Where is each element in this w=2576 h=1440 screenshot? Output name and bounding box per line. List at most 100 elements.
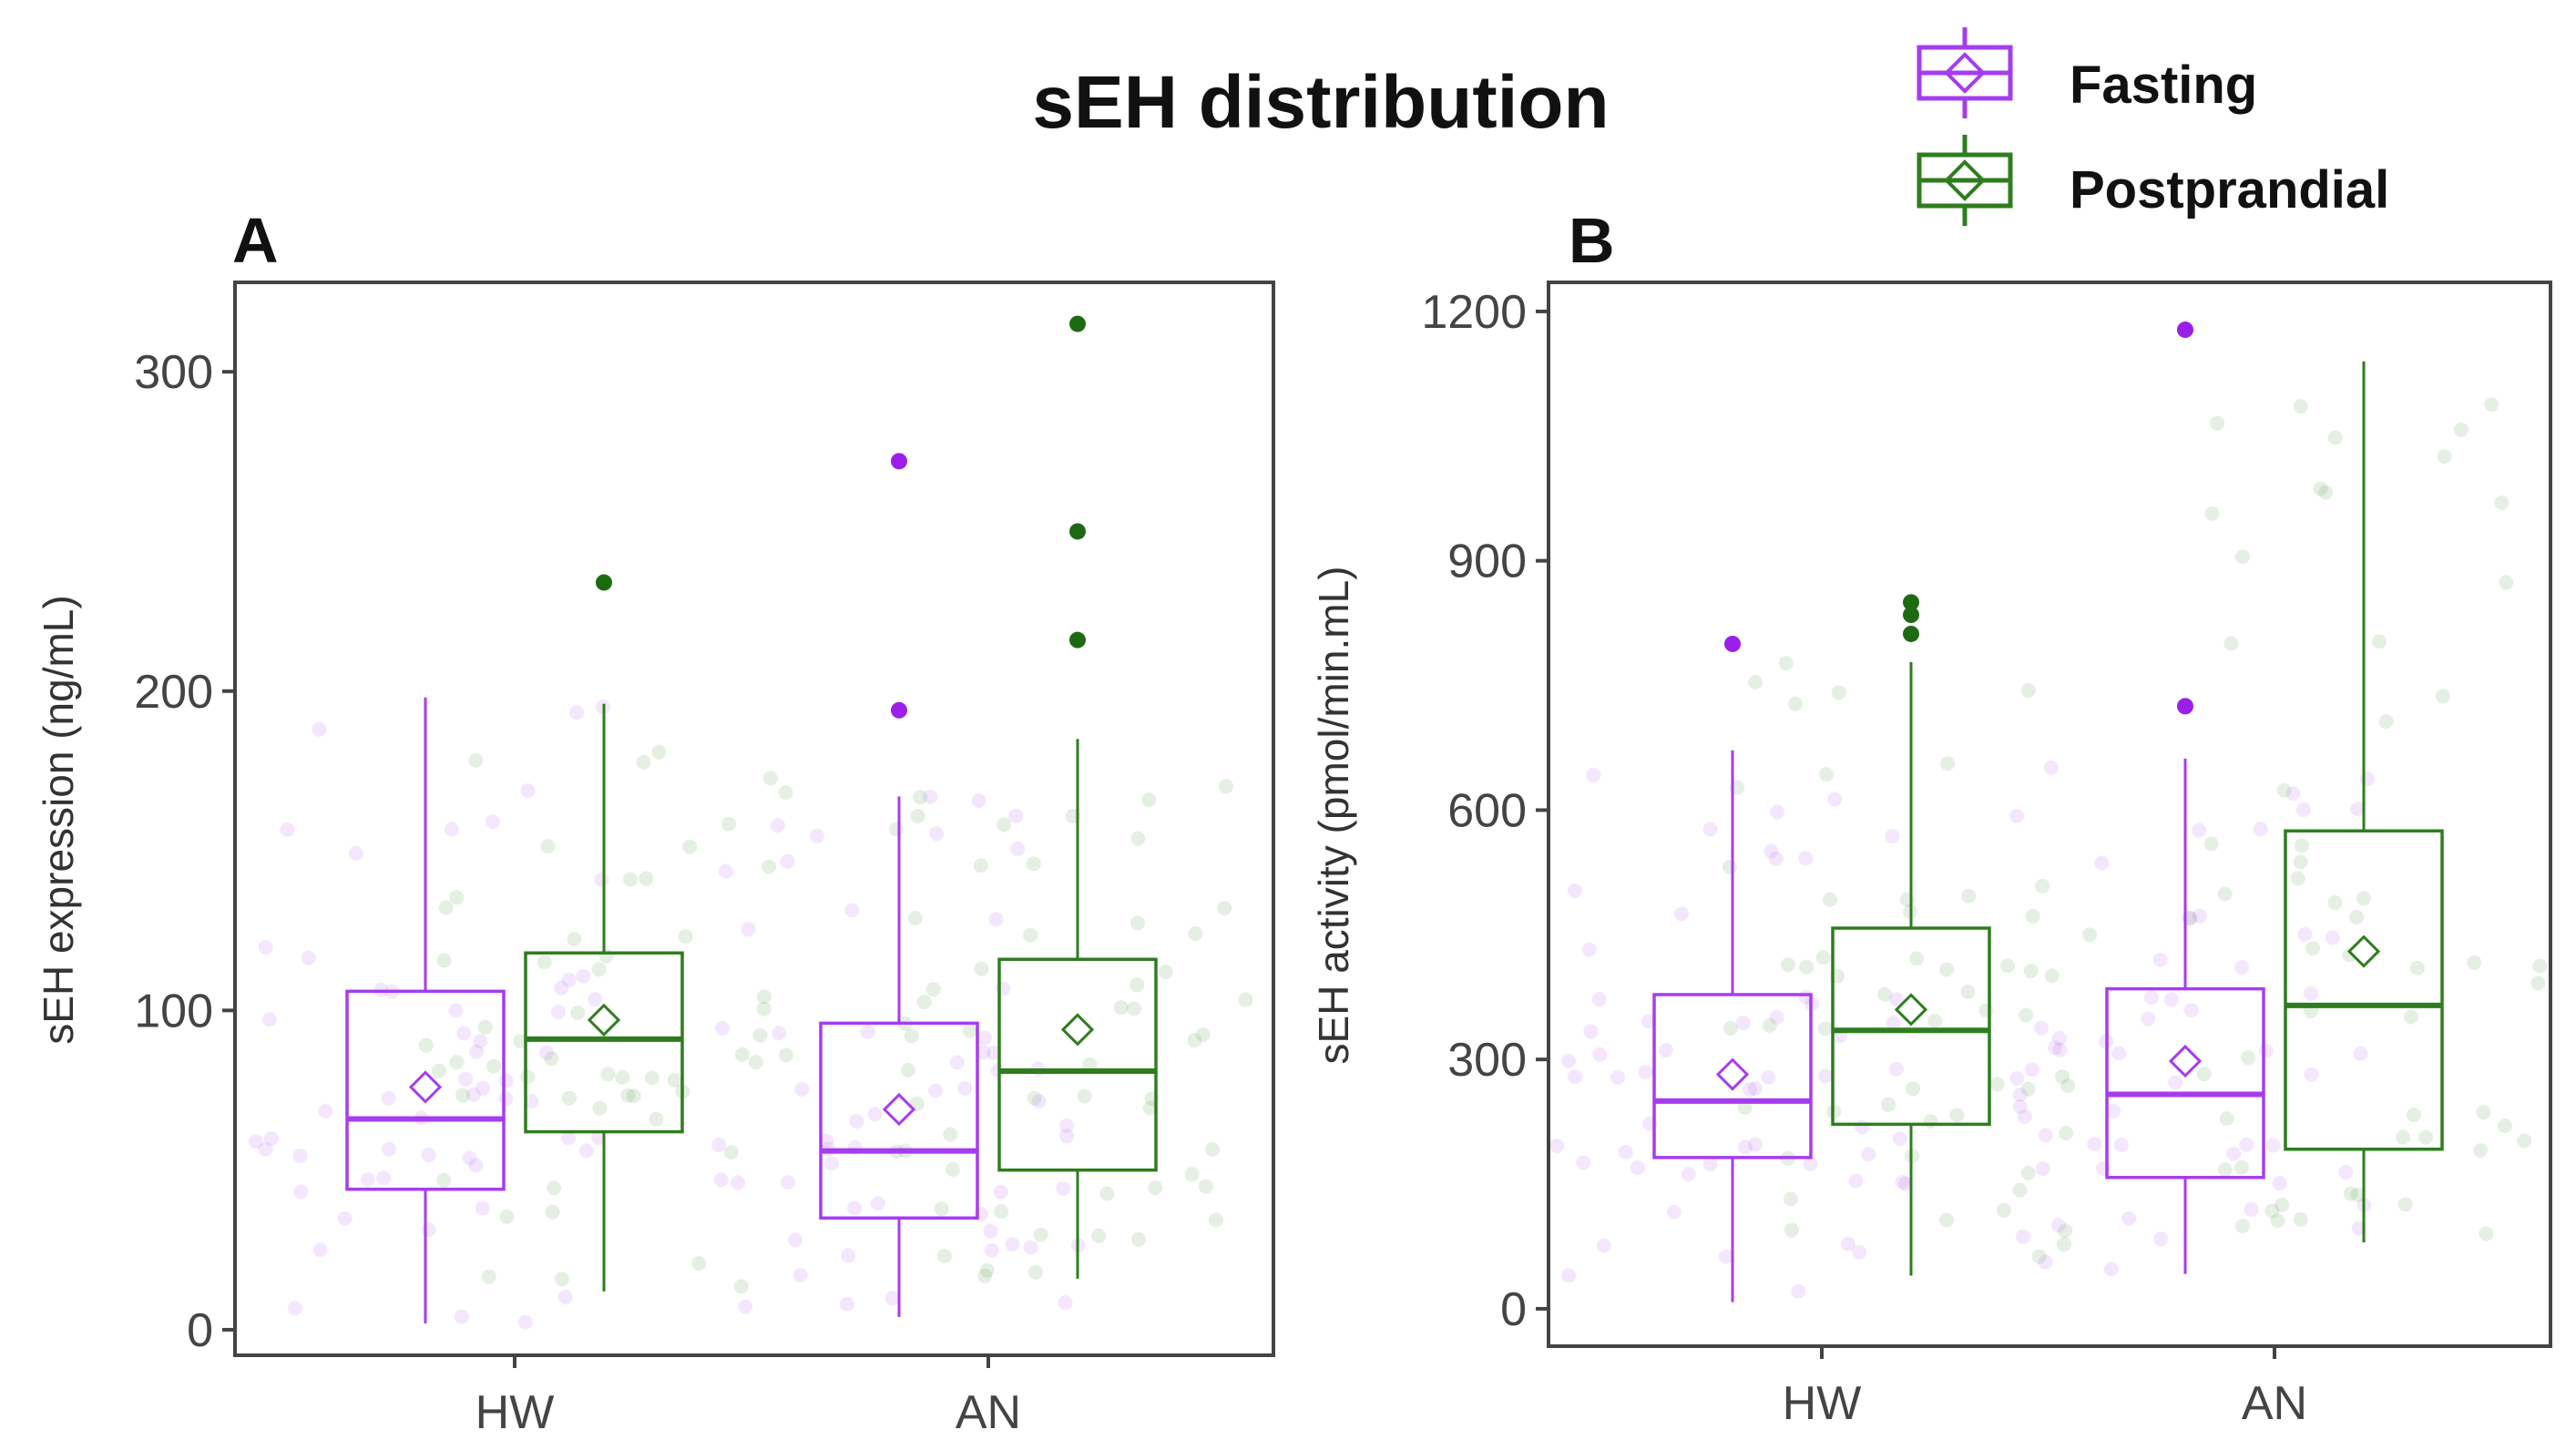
box-postprandial-hw <box>524 574 684 1292</box>
outlier-point <box>1903 594 1919 611</box>
jitter-point <box>2494 495 2510 510</box>
jitter-points <box>248 700 1253 1330</box>
jitter-point <box>1592 1047 1608 1062</box>
jitter-point <box>1960 984 1976 999</box>
y-tick-label: 0 <box>1500 1283 1527 1336</box>
jitter-point <box>2035 1161 2050 1177</box>
jitter-point <box>983 1223 998 1239</box>
jitter-point <box>973 858 988 873</box>
jitter-point <box>2274 1198 2290 1213</box>
jitter-point <box>2454 422 2469 437</box>
jitter-point <box>2338 1165 2354 1180</box>
jitter-point <box>649 1111 664 1127</box>
jitter-point <box>2532 958 2548 974</box>
jitter-point <box>1586 767 1601 782</box>
jitter-point <box>2356 891 2371 906</box>
jitter-point <box>779 1047 793 1063</box>
jitter-point <box>1827 791 1843 807</box>
jitter-point <box>2350 1187 2366 1202</box>
jitter-point <box>1130 915 1145 931</box>
jitter-point <box>2295 838 2309 853</box>
jitter-point <box>421 1222 436 1238</box>
jitter-point <box>1658 1043 1673 1058</box>
jitter-point <box>976 1045 991 1060</box>
jitter-point <box>1568 1069 1582 1085</box>
jitter-point <box>1581 942 1597 957</box>
plot-area-a: 0 100 200 300 HW AN <box>134 281 1275 1439</box>
jitter-point <box>945 1161 960 1177</box>
jitter-point <box>923 790 938 804</box>
jitter-point <box>557 1290 573 1305</box>
mean-diamond <box>2168 1044 2203 1078</box>
panel-letter-b: B <box>1569 205 1615 276</box>
jitter-point <box>1567 883 1582 898</box>
jitter-point <box>844 903 860 918</box>
jitter-point <box>2270 1213 2285 1229</box>
jitter-point <box>1618 1144 1633 1159</box>
jitter-point <box>651 744 667 760</box>
jitter-point <box>312 721 327 737</box>
jitter-point <box>2313 481 2328 496</box>
jitter-point <box>2296 802 2311 817</box>
jitter-point <box>1059 1118 1074 1133</box>
jitter-point <box>2164 992 2179 1007</box>
jitter-point <box>762 859 777 874</box>
jitter-point <box>2017 1109 2032 1124</box>
jitter-point <box>1031 1094 1047 1108</box>
jitter-point <box>2226 1146 2242 1161</box>
jitter-point <box>925 982 941 997</box>
jitter-point <box>1763 843 1779 859</box>
y-tick-label: 300 <box>134 346 213 399</box>
jitter-point <box>2293 854 2308 870</box>
jitter-point <box>780 853 795 869</box>
jitter-point <box>626 1088 641 1104</box>
jitter-point <box>957 1081 973 1097</box>
jitter-point <box>287 1301 302 1316</box>
jitter-point <box>2234 960 2250 975</box>
box-postprandial-hw <box>1831 594 1991 1276</box>
jitter-point <box>2000 958 2016 974</box>
jitter-point <box>2121 1210 2137 1226</box>
outlier-point <box>1069 523 1086 540</box>
jitter-point <box>1798 851 1814 866</box>
box-fasting-hw <box>1652 635 1813 1302</box>
jitter-point <box>733 1279 749 1294</box>
jitter-point <box>2196 1067 2212 1082</box>
jitter-point <box>1889 992 1905 1007</box>
jitter-point <box>1702 822 1718 837</box>
jitter-point <box>997 817 1012 832</box>
jitter-point <box>1817 1068 1833 1084</box>
jitter-point <box>449 1055 465 1070</box>
jitter-point <box>770 818 785 833</box>
jitter-point <box>2276 782 2292 798</box>
jitter-point <box>1735 1016 1751 1030</box>
jitter-point <box>1077 1088 1092 1104</box>
jitter-point <box>943 1127 958 1142</box>
jitter-point <box>1909 951 1925 966</box>
jitter-point <box>318 1103 333 1118</box>
y-tick-label: 600 <box>1447 784 1527 837</box>
jitter-point <box>934 1201 949 1217</box>
jitter-point <box>2223 636 2239 651</box>
legend-key-postprandial <box>1917 135 2013 226</box>
jitter-point <box>2234 1159 2249 1175</box>
jitter-point <box>1927 1013 1943 1028</box>
jitter-point <box>592 1100 608 1116</box>
jitter-point <box>513 1034 528 1049</box>
jitter-point <box>1099 1186 1115 1201</box>
jitter-point <box>2410 960 2425 975</box>
jitter-point <box>741 922 756 937</box>
jitter-point <box>473 1034 488 1049</box>
jitter-point <box>2305 941 2320 956</box>
jitter-point <box>1961 888 1977 904</box>
jitter-point <box>2025 1062 2039 1077</box>
jitter-point <box>1576 1155 1591 1170</box>
jitter-point <box>2325 930 2340 945</box>
jitter-point <box>348 845 363 861</box>
outlier-point <box>1724 635 1741 652</box>
jitter-point <box>1978 1003 1994 1018</box>
jitter-point <box>2498 1118 2512 1134</box>
jitter-point <box>841 1248 856 1263</box>
jitter-point <box>1781 957 1795 973</box>
jitter-point <box>2264 1203 2280 1219</box>
